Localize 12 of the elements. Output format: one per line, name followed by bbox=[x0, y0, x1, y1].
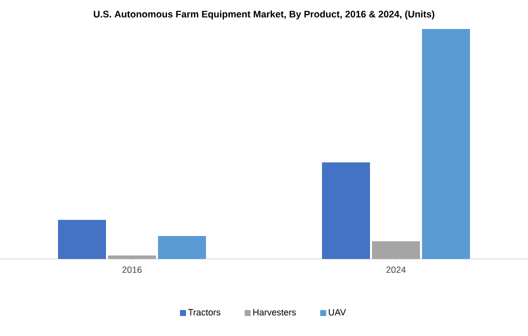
legend-label: Harvesters bbox=[253, 309, 296, 316]
x-tick-label: 2024 bbox=[386, 266, 406, 273]
bar bbox=[158, 236, 206, 259]
bar bbox=[108, 256, 156, 259]
bar bbox=[422, 28, 470, 259]
x-tick-label: 2016 bbox=[122, 266, 142, 273]
bar bbox=[58, 220, 106, 259]
bar bbox=[372, 241, 420, 259]
legend-label: UAV bbox=[328, 309, 346, 316]
bar bbox=[322, 162, 370, 259]
legend-label: Tractors bbox=[188, 309, 220, 316]
chart-title: U.S. Autonomous Farm Equipment Market, By Product, 2016 & 2024, (Units) bbox=[94, 10, 434, 20]
